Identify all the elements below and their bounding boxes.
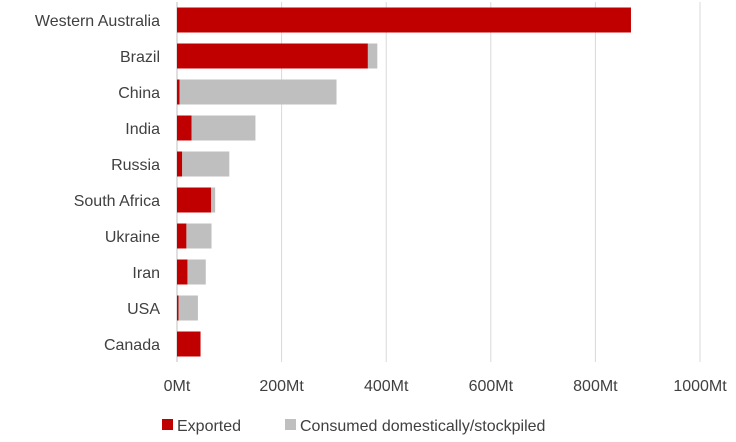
category-label: South Africa <box>74 193 160 210</box>
category-label: Brazil <box>120 49 160 66</box>
x-tick-label: 600Mt <box>469 378 514 395</box>
bar-consumed <box>210 187 216 213</box>
bar-exported <box>177 259 188 285</box>
category-label: Western Australia <box>35 13 160 30</box>
category-label: Iran <box>132 265 160 282</box>
bar-exported <box>177 223 187 249</box>
category-label: China <box>118 85 160 102</box>
bar-consumed <box>178 295 198 321</box>
bars <box>177 7 631 357</box>
category-label: USA <box>127 301 160 318</box>
x-tick-label: 400Mt <box>364 378 409 395</box>
bar-exported <box>177 79 180 105</box>
bar-exported <box>177 43 368 69</box>
category-label: Canada <box>104 337 160 354</box>
bar-exported <box>177 295 179 321</box>
bar-consumed <box>191 115 256 141</box>
category-label: Russia <box>111 157 160 174</box>
category-labels: Western Australia Brazil China India Russia S… <box>35 13 160 354</box>
legend: Exported Consumed domestically/stockpile… <box>162 418 545 435</box>
x-tick-label: 800Mt <box>573 378 618 395</box>
bar-consumed <box>187 259 206 285</box>
bar-exported <box>177 331 201 357</box>
bar-consumed <box>182 151 230 177</box>
x-tick-label: 0Mt <box>164 378 191 395</box>
x-tick-label: 200Mt <box>259 378 304 395</box>
x-axis-tick-labels: 0Mt 200Mt 400Mt 600Mt 800Mt 1000Mt <box>164 378 728 395</box>
bar-consumed <box>367 43 378 69</box>
legend-label-exported: Exported <box>177 418 241 435</box>
legend-label-consumed: Consumed domestically/stockpiled <box>300 418 545 435</box>
category-label: India <box>125 121 160 138</box>
category-label: Ukraine <box>105 229 160 246</box>
x-tick-label: 1000Mt <box>673 378 727 395</box>
bar-consumed <box>186 223 212 249</box>
legend-swatch-consumed <box>285 419 296 430</box>
bar-consumed <box>179 79 337 105</box>
bar-exported <box>177 151 183 177</box>
legend-swatch-exported <box>162 419 173 430</box>
bar-exported <box>177 115 192 141</box>
bar-exported <box>177 187 211 213</box>
bar-exported <box>177 7 631 33</box>
